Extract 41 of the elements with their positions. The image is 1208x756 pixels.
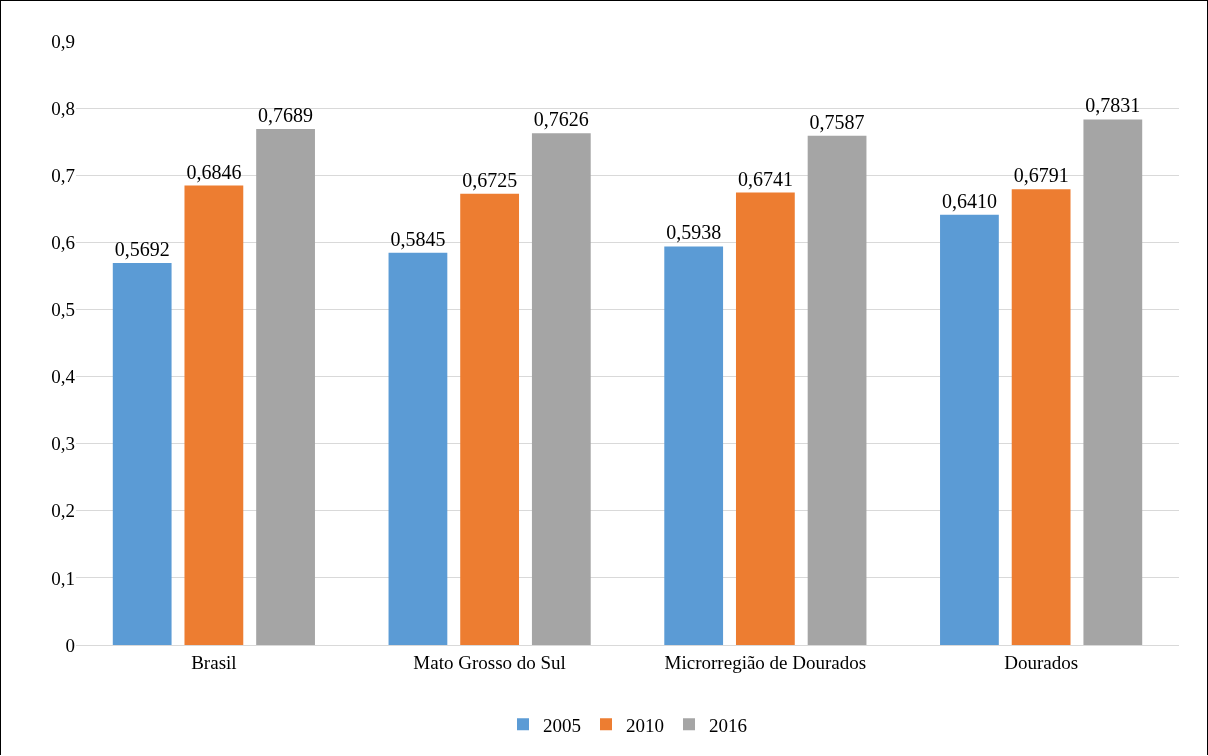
bar	[735, 192, 795, 645]
y-tick-label: 0,5	[51, 299, 75, 321]
data-label: 0,6410	[941, 189, 997, 212]
y-tick-label: 0,3	[51, 433, 75, 455]
bar	[940, 214, 999, 645]
bar	[388, 252, 448, 645]
data-label: 0,7831	[1085, 94, 1141, 117]
y-tick-label: 0,6	[51, 231, 75, 253]
x-tick-label: Brasil	[191, 651, 237, 673]
data-label: 0,7626	[533, 108, 589, 131]
data-label: 0,5845	[390, 227, 446, 250]
legend-label: 2016	[709, 714, 747, 736]
x-tick-label: Mato Grosso do Sul	[413, 651, 566, 673]
y-tick-label: 0	[65, 634, 75, 656]
data-label: 0,5692	[114, 238, 170, 260]
y-tick-label: 0,7	[51, 164, 75, 186]
x-tick-label: Dourados	[1004, 651, 1079, 673]
bar	[256, 128, 315, 645]
data-label: 0,6741	[737, 167, 793, 190]
bar	[460, 193, 520, 645]
bar	[664, 246, 724, 645]
data-label: 0,5938	[666, 221, 722, 244]
y-tick-label: 0,1	[51, 567, 75, 589]
y-tick-label: 0,2	[51, 500, 75, 522]
y-tick-label: 0,4	[51, 366, 76, 388]
bar	[1083, 119, 1143, 645]
bar	[184, 185, 244, 645]
bar	[1011, 189, 1071, 645]
data-label: 0,6725	[462, 168, 518, 191]
data-label: 0,6846	[186, 160, 242, 183]
bar	[807, 135, 867, 645]
x-tick-label: Microrregião de Dourados	[664, 651, 867, 673]
bar	[531, 133, 591, 645]
y-tick-label: 0,8	[51, 97, 75, 119]
bar	[112, 263, 172, 645]
data-label: 0,6791	[1013, 164, 1069, 187]
data-label: 0,7587	[809, 110, 865, 133]
legend-label: 2010	[626, 714, 664, 736]
legend-label: 2005	[543, 714, 581, 736]
data-label: 0,7689	[258, 103, 314, 126]
y-tick-label: 0,9	[51, 30, 75, 52]
